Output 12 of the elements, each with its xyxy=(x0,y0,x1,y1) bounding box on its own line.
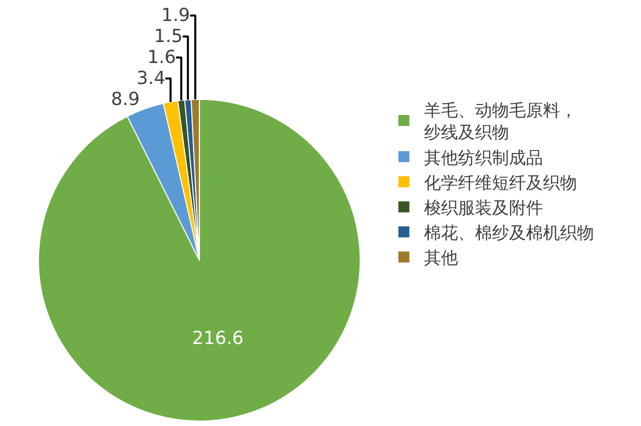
data-label: 8.9 xyxy=(111,89,140,110)
data-label: 3.4 xyxy=(136,68,166,90)
data-label: 216.6 xyxy=(192,328,244,349)
data-label: 1.9 xyxy=(161,5,190,26)
legend-label: 其他纺织制成品 xyxy=(424,148,543,168)
data-label: 1.5 xyxy=(154,26,183,48)
legend-label: 棉花、棉纱及棉机织物 xyxy=(424,224,594,244)
legend-label: 羊毛、动物毛原料，纱线及织物 xyxy=(424,101,577,144)
data-label: 1.6 xyxy=(147,47,176,68)
legend-label: 梭织服装及附件 xyxy=(424,198,543,218)
legend-label: 其他 xyxy=(424,248,458,269)
legend-label: 化学纤维短纤及织物 xyxy=(424,173,577,194)
